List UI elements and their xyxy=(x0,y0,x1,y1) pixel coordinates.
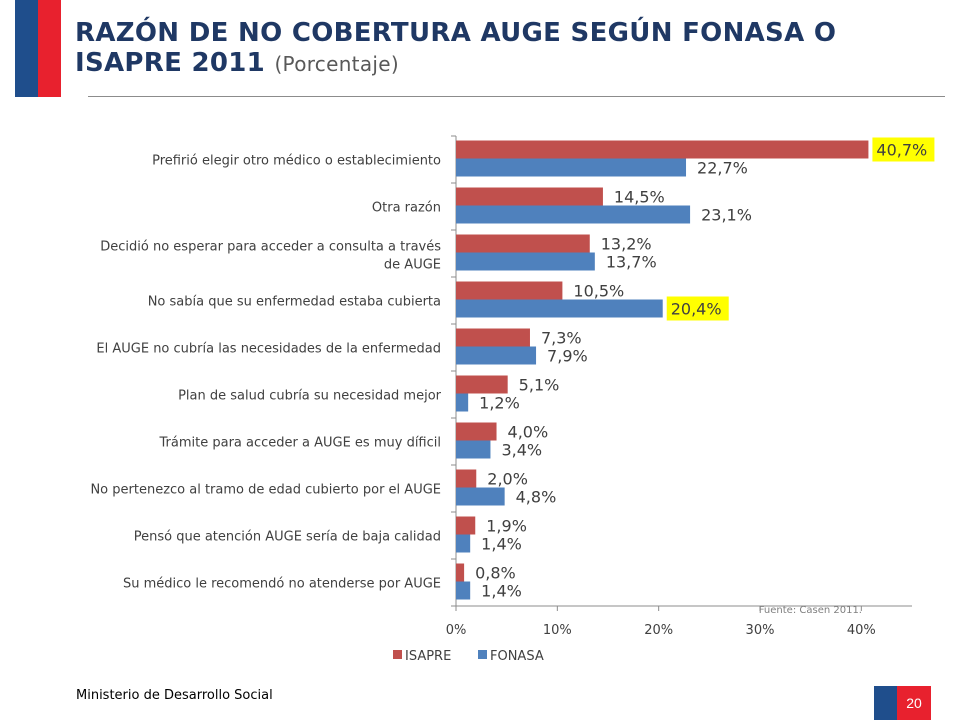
isapre-bar xyxy=(456,140,869,159)
data-label: 10,5% xyxy=(573,282,624,301)
title-text: RAZÓN DE NO COBERTURA AUGE SEGÚN FONASA … xyxy=(75,18,837,78)
isapre-bar xyxy=(456,563,465,582)
isapre-bar xyxy=(456,234,590,253)
data-label: 1,4% xyxy=(481,535,522,554)
fonasa-bar xyxy=(456,252,595,271)
isapre-bar xyxy=(456,375,508,394)
fonasa-bar xyxy=(456,299,663,318)
data-label: 2,0% xyxy=(487,470,528,489)
data-label: 40,7% xyxy=(876,141,927,160)
isapre-bar xyxy=(456,187,603,206)
data-label: 23,1% xyxy=(701,206,752,225)
category-label: Otra razón xyxy=(372,201,441,216)
page-title: RAZÓN DE NO COBERTURA AUGE SEGÚN FONASA … xyxy=(75,18,875,79)
isapre-bar xyxy=(456,516,476,535)
fonasa-bar xyxy=(456,534,471,553)
ministry-label: Ministerio de Desarrollo Social xyxy=(76,688,273,703)
category-label: Plan de salud cubría su necesidad mejor xyxy=(178,389,442,404)
brand-stripe-blue xyxy=(15,0,38,97)
data-label: 1,2% xyxy=(479,394,520,413)
legend-label-isapre: ISAPRE xyxy=(405,649,451,664)
isapre-bar xyxy=(456,422,497,441)
data-label: 7,9% xyxy=(547,347,588,366)
data-label: 1,4% xyxy=(481,582,522,601)
fonasa-bar xyxy=(456,581,471,600)
data-label: 0,8% xyxy=(475,564,516,583)
category-label: Trámite para acceder a AUGE es muy dífic… xyxy=(159,436,441,451)
data-label: 1,9% xyxy=(486,517,527,536)
data-label: 14,5% xyxy=(614,188,665,207)
fonasa-bar xyxy=(456,393,469,412)
fonasa-bar xyxy=(456,440,491,459)
fonasa-bar xyxy=(456,346,537,365)
data-label-highlight xyxy=(666,296,729,321)
page-badge-blue xyxy=(874,686,897,720)
title-divider xyxy=(88,96,945,97)
isapre-bar xyxy=(456,469,477,488)
page-number: 20 xyxy=(897,686,931,720)
data-label: 22,7% xyxy=(697,159,748,178)
legend-swatch-isapre xyxy=(393,650,402,659)
title-subtitle: (Porcentaje) xyxy=(274,52,399,76)
x-tick-label: 20% xyxy=(644,623,673,638)
data-label-highlight xyxy=(872,137,935,162)
x-tick-label: 40% xyxy=(847,623,876,638)
data-label: 7,3% xyxy=(541,329,582,348)
data-label: 13,2% xyxy=(601,235,652,254)
data-label: 13,7% xyxy=(606,253,657,272)
x-tick-label: 10% xyxy=(543,623,572,638)
category-label: Decidió no esperar para acceder a consul… xyxy=(100,240,441,273)
isapre-bar xyxy=(456,328,530,347)
data-label: 4,0% xyxy=(508,423,549,442)
category-label: Prefirió elegir otro médico o establecim… xyxy=(152,154,441,169)
source-note: Fuente: Casen 2011. xyxy=(759,605,862,616)
category-label: No sabía que su enfermedad estaba cubier… xyxy=(148,295,441,310)
fonasa-bar xyxy=(456,487,505,506)
x-tick-label: 0% xyxy=(446,623,467,638)
legend-label-fonasa: FONASA xyxy=(490,649,544,664)
legend-swatch-fonasa xyxy=(478,650,487,659)
x-tick-label: 30% xyxy=(746,623,775,638)
category-label: Pensó que atención AUGE sería de baja ca… xyxy=(134,530,441,545)
fonasa-bar xyxy=(456,158,687,177)
data-label: 5,1% xyxy=(519,376,560,395)
category-label: El AUGE no cubría las necesidades de la … xyxy=(96,342,441,357)
category-label: Su médico le recomendó no atenderse por … xyxy=(123,577,441,592)
category-label: No pertenezco al tramo de edad cubierto … xyxy=(90,483,441,498)
brand-stripe-red xyxy=(38,0,61,97)
data-label: 4,8% xyxy=(516,488,557,507)
isapre-bar xyxy=(456,281,563,300)
data-label: 3,4% xyxy=(501,441,542,460)
fonasa-bar xyxy=(456,205,691,224)
data-label: 20,4% xyxy=(671,300,722,319)
